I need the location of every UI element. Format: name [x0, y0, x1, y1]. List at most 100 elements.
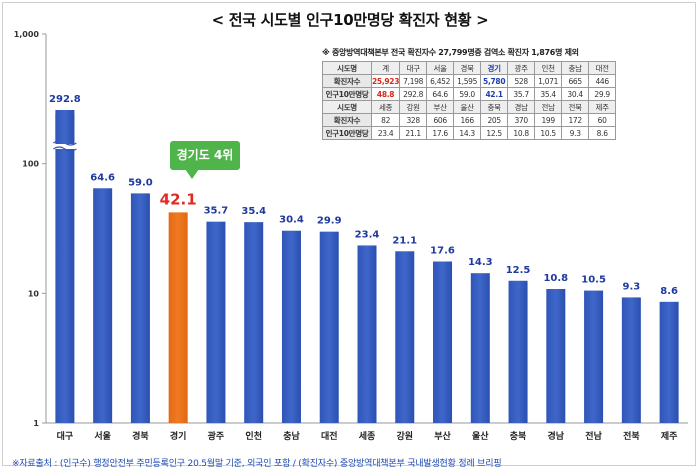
table-cell: 42.1	[480, 87, 509, 101]
category-label-광주: 광주	[208, 430, 225, 442]
value-label-전남: 10.5	[581, 275, 606, 286]
value-label-강원: 21.1	[392, 235, 417, 246]
category-label-서울: 서울	[94, 430, 111, 442]
table-cell: 6,452	[426, 74, 455, 88]
value-label-제주: 8.6	[660, 286, 678, 297]
axis-break-wave-bottom	[53, 146, 77, 152]
value-label-충북: 12.5	[506, 265, 531, 276]
category-label-대전: 대전	[321, 430, 338, 442]
table-cell: 606	[426, 113, 455, 127]
reference-table-box: ※ 중앙방역대책본부 전국 확진자수 27,799명중 검역소 확진자 1,87…	[318, 44, 662, 154]
table-cell: 1,595	[453, 74, 482, 88]
table-row-header: 확진자수	[322, 74, 372, 88]
table-cell: 1,071	[534, 74, 563, 88]
y-tick-label: 10	[28, 289, 40, 298]
y-tick-label: 100	[22, 160, 39, 169]
value-label-경기: 42.1	[160, 190, 197, 208]
category-label-경북: 경북	[132, 430, 149, 442]
table-cell: 인천	[534, 61, 563, 75]
category-label-인천: 인천	[245, 431, 262, 442]
table-cell: 12.5	[480, 126, 509, 140]
table-cell: 328	[399, 113, 428, 127]
table-cell: 30.4	[561, 87, 590, 101]
table-cell: 10.8	[507, 126, 536, 140]
bar-경기	[168, 212, 188, 423]
y-tick-label: 1,000	[14, 30, 40, 39]
table-cell: 25,923	[370, 74, 401, 88]
table-cell: 23.4	[370, 126, 401, 140]
table-cell: 세종	[370, 100, 401, 114]
callout-tail	[185, 169, 199, 179]
bar-서울	[93, 188, 113, 423]
axis-break-gap	[53, 143, 77, 149]
table-cell: 경남	[507, 100, 536, 114]
category-label-세종: 세종	[359, 430, 376, 442]
category-label-경남: 경남	[548, 430, 565, 442]
table-header-row: 시도명 세종 강원 부산 울산 충북 경남 전남 전북 제주	[322, 100, 617, 114]
table-cell: 5,780	[480, 74, 509, 88]
table-cell: 광주	[507, 61, 536, 75]
value-label-광주: 35.7	[204, 206, 229, 217]
table-cell: 21.1	[399, 126, 428, 140]
value-label-대구: 292.8	[49, 94, 81, 105]
y-tick-label: 1	[33, 419, 39, 428]
callout-gyeonggi: 경기도 4위	[170, 141, 240, 170]
table-cell: 7,198	[399, 74, 428, 88]
table-cell: 부산	[426, 100, 455, 114]
value-label-경북: 59.0	[128, 177, 153, 188]
value-label-충남: 30.4	[279, 215, 304, 226]
bar-충북	[508, 280, 528, 423]
table-cell: 8.6	[588, 126, 617, 140]
value-label-전북: 9.3	[622, 281, 640, 292]
category-label-충남: 충남	[283, 430, 300, 442]
table-cell: 10.5	[534, 126, 563, 140]
table-cell: 전북	[561, 100, 590, 114]
table-cell: 14.3	[453, 126, 482, 140]
table-cell: 29.9	[588, 87, 617, 101]
bar-충남	[281, 230, 301, 423]
table-cell: 대구	[399, 61, 428, 75]
value-label-경남: 10.8	[543, 273, 568, 284]
table-cell: 제주	[588, 100, 617, 114]
bar-인천	[244, 222, 264, 423]
table-cell: 9.3	[561, 126, 590, 140]
table-cell: 울산	[453, 100, 482, 114]
table-cell: 172	[561, 113, 590, 127]
bar-강원	[395, 251, 415, 423]
table-row-header: 시도명	[322, 100, 372, 114]
table-cell: 166	[453, 113, 482, 127]
table-cell: 370	[507, 113, 536, 127]
table-cell: 서울	[426, 61, 455, 75]
bar-제주	[659, 301, 679, 423]
table-cell: 대전	[588, 61, 617, 75]
value-label-울산: 14.3	[468, 257, 493, 268]
category-label-대구: 대구	[57, 430, 74, 442]
table-row: 확진자수 82 328 606 166 205 370 199 172 60	[322, 113, 617, 127]
bar-전북	[621, 297, 641, 423]
bar-부산	[433, 261, 453, 423]
source-footnote: ※자료출처 : (인구수) 행정안전부 주민등록인구 20.5월말 기준, 외국…	[12, 459, 502, 469]
table-cell: 205	[480, 113, 509, 127]
bar-경남	[546, 288, 566, 423]
category-label-전북: 전북	[623, 430, 640, 442]
value-label-세종: 23.4	[355, 229, 380, 240]
table-cell: 35.4	[534, 87, 563, 101]
table-cell: 경북	[453, 61, 482, 75]
table-header-row: 시도명 계 대구 서울 경북 경기 광주 인천 충남 대전	[322, 61, 617, 75]
bar-세종	[357, 245, 377, 423]
table-row: 인구10만명당 23.4 21.1 17.6 14.3 12.5 10.8 10.5 9.3 8.…	[322, 126, 617, 140]
bar-울산	[470, 273, 490, 423]
table-row: 인구10만명당 48.8 292.8 64.6 59.0 42.1 35.7 35.4 30.4…	[322, 87, 617, 101]
bar-광주	[206, 221, 226, 423]
chart-frame	[2, 2, 696, 466]
category-label-울산: 울산	[472, 430, 489, 442]
category-label-전남: 전남	[585, 430, 602, 442]
table-cell: 64.6	[426, 87, 455, 101]
value-label-인천: 35.4	[241, 206, 266, 217]
value-label-부산: 17.6	[430, 245, 455, 256]
table-cell: 59.0	[453, 87, 482, 101]
category-label-부산: 부산	[434, 430, 451, 442]
table-cell: 665	[561, 74, 590, 88]
chart-title: < 전국 시도별 인구10만명당 확진자 현황 >	[211, 11, 489, 29]
